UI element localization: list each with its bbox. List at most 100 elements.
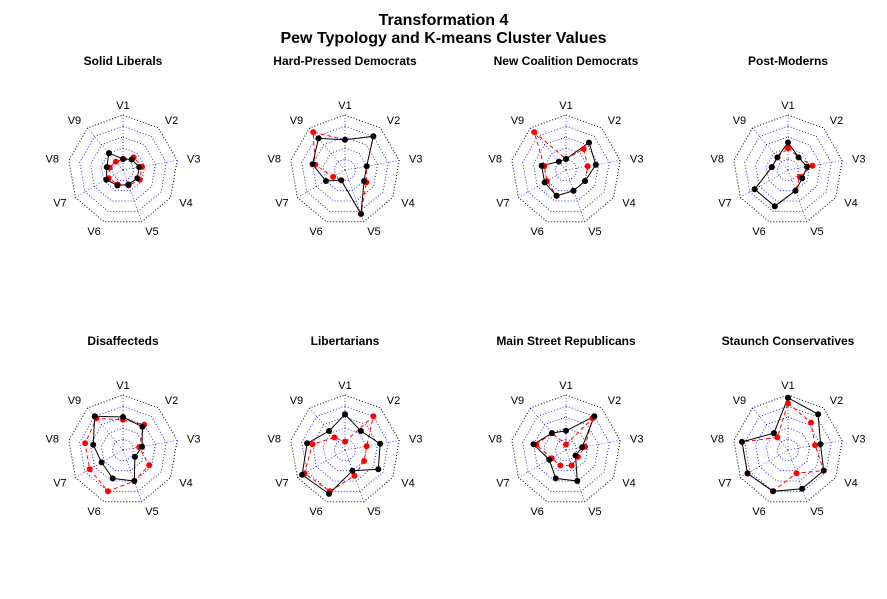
data-point-series-a: [792, 187, 799, 194]
axis-label: V2: [830, 115, 843, 127]
data-point-series-b: [809, 162, 816, 169]
radar-spoke: [565, 440, 621, 451]
axis-label: V6: [752, 226, 765, 238]
radar-spoke: [344, 160, 400, 171]
data-point-series-a: [563, 427, 569, 434]
data-point-series-a: [103, 176, 110, 183]
axis-label: V1: [559, 380, 572, 392]
data-point-series-a: [338, 177, 345, 184]
data-point-series-a: [349, 467, 356, 474]
data-point-series-a: [770, 430, 777, 437]
axis-label: V3: [409, 154, 422, 166]
axis-label: V6: [87, 226, 100, 238]
data-point-series-a: [770, 488, 776, 495]
axis-label: V7: [53, 198, 66, 210]
data-point-series-a: [582, 178, 589, 184]
axis-label: V8: [489, 154, 502, 166]
data-point-series-b: [86, 466, 93, 473]
series-b-polygon: [741, 402, 825, 492]
data-point-series-b: [112, 158, 119, 165]
axis-label: V3: [187, 434, 200, 446]
axis-label: V8: [711, 434, 724, 446]
radar-spoke: [122, 449, 143, 502]
data-point-series-a: [91, 413, 98, 420]
radar-outer-ring: [68, 394, 178, 503]
panel-title: Solid Liberals: [84, 54, 163, 68]
data-point-series-a: [299, 471, 306, 478]
axis-label: V5: [145, 226, 158, 238]
axis-label: V4: [179, 198, 192, 210]
data-point-series-b: [342, 438, 348, 445]
axis-label: V9: [290, 395, 303, 407]
axis-label: V5: [367, 226, 380, 238]
axis-label: V4: [844, 198, 857, 210]
panel-title: Libertarians: [311, 334, 380, 348]
axis-label: V8: [268, 434, 281, 446]
data-point-series-a: [114, 182, 121, 189]
series-a-polygon: [754, 141, 808, 207]
series-a-polygon: [105, 152, 140, 187]
data-point-series-a: [785, 139, 791, 146]
data-point-series-a: [309, 161, 316, 168]
axis-label: V6: [530, 226, 543, 238]
data-point-series-a: [530, 441, 537, 448]
axis-label: V6: [87, 506, 100, 518]
data-point-series-a: [570, 187, 577, 194]
data-point-series-a: [326, 490, 332, 497]
data-point-series-a: [363, 163, 370, 170]
data-point-series-a: [370, 133, 377, 140]
data-point-series-a: [785, 394, 791, 401]
radar-spoke: [787, 169, 808, 222]
axis-label: V7: [53, 478, 66, 490]
data-point-series-a: [109, 475, 116, 482]
radar-grid-ring: [333, 438, 357, 461]
axis-label: V1: [116, 380, 129, 392]
data-point-series-a: [799, 175, 806, 182]
axis-label: V5: [367, 506, 380, 518]
data-point-series-a: [134, 175, 141, 182]
axis-label: V3: [852, 154, 865, 166]
data-point-series-b: [331, 434, 338, 441]
radar-spoke: [565, 449, 586, 502]
data-point-series-b: [563, 441, 569, 448]
axis-label: V4: [622, 198, 635, 210]
panel-title: Disaffecteds: [87, 334, 159, 348]
data-point-series-a: [572, 452, 579, 459]
radar-spoke: [122, 169, 143, 222]
axis-label: V2: [830, 395, 843, 407]
series-b-polygon: [108, 156, 143, 187]
data-point-series-a: [744, 470, 751, 477]
data-point-series-a: [375, 466, 382, 473]
data-point-series-b: [557, 462, 564, 469]
data-point-series-b: [309, 441, 316, 448]
data-point-series-a: [131, 453, 138, 460]
data-point-series-a: [90, 441, 97, 448]
radar-grid-ring: [755, 416, 821, 482]
axis-label: V8: [489, 434, 502, 446]
data-point-series-b: [584, 163, 591, 170]
data-point-series-b: [363, 443, 370, 450]
data-point-series-a: [820, 467, 827, 474]
axis-label: V7: [275, 478, 288, 490]
data-point-series-a: [139, 423, 146, 430]
axis-label: V2: [165, 115, 178, 127]
data-point-series-a: [592, 161, 599, 168]
radar-grid-ring: [776, 158, 800, 181]
data-point-series-b: [785, 145, 791, 151]
axis-label: V6: [309, 226, 322, 238]
data-point-series-b: [310, 129, 317, 136]
axis-label: V4: [401, 478, 414, 490]
panel-title: Staunch Conservatives: [722, 334, 855, 348]
data-point-series-a: [361, 178, 368, 184]
axis-label: V7: [718, 478, 731, 490]
data-point-series-a: [103, 164, 110, 171]
radar-grid-ring: [111, 438, 135, 461]
data-point-series-a: [120, 414, 126, 420]
axis-label: V6: [752, 506, 765, 518]
axis-label: V4: [844, 478, 857, 490]
series-a-polygon: [541, 141, 597, 197]
data-point-series-a: [817, 441, 824, 448]
radar-spoke: [752, 127, 789, 171]
axis-label: V4: [179, 478, 192, 490]
data-point-series-a: [342, 411, 348, 418]
